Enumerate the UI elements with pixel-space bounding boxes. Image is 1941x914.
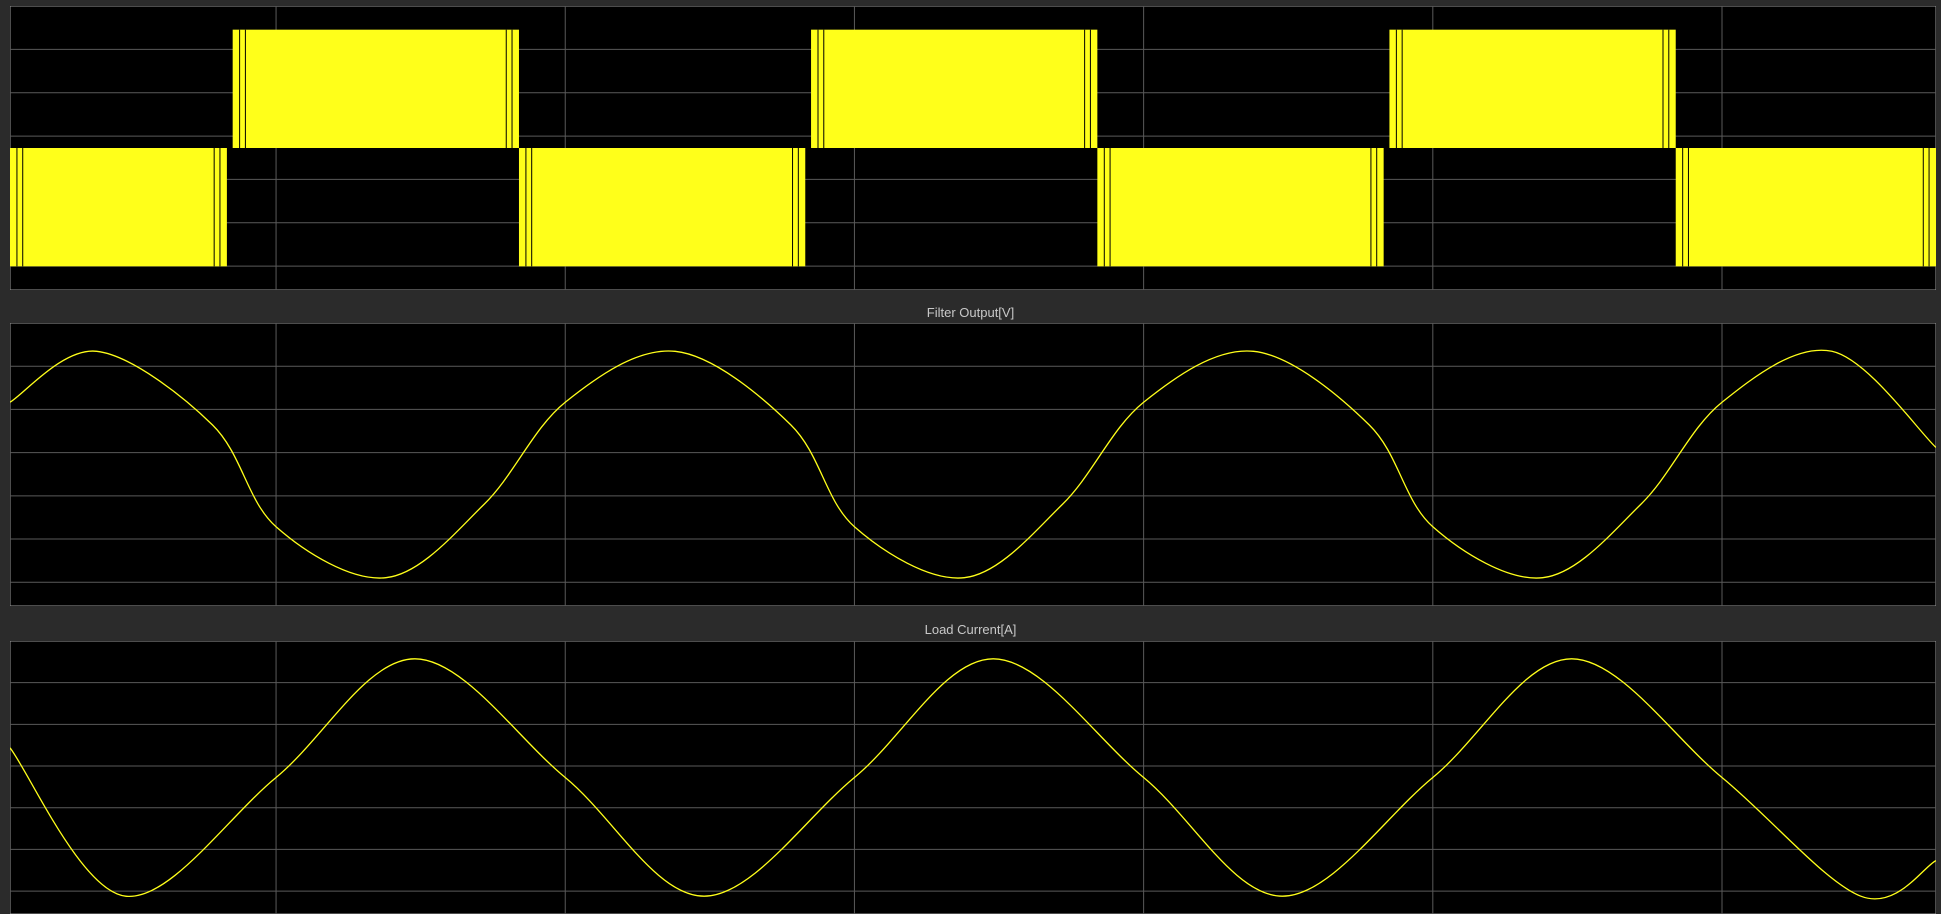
load-current-title: Load Current[A] — [924, 622, 1017, 637]
pwm-block — [232, 29, 519, 149]
axes-background — [10, 641, 1936, 914]
filter-output-axes — [10, 323, 1936, 606]
pwm-axes — [10, 6, 1936, 290]
filter-output-title: Filter Output[V] — [926, 305, 1015, 320]
pwm-block — [1675, 148, 1936, 267]
pwm-block — [518, 148, 806, 267]
pwm-block — [10, 148, 227, 267]
filter-output-trace — [10, 349, 1936, 579]
load-current-axes — [10, 641, 1936, 914]
pwm-block — [1389, 29, 1676, 149]
axes-background — [10, 323, 1936, 606]
pwm-block — [811, 29, 1098, 149]
pwm-block — [1097, 148, 1384, 267]
load-current-trace — [10, 658, 1936, 900]
